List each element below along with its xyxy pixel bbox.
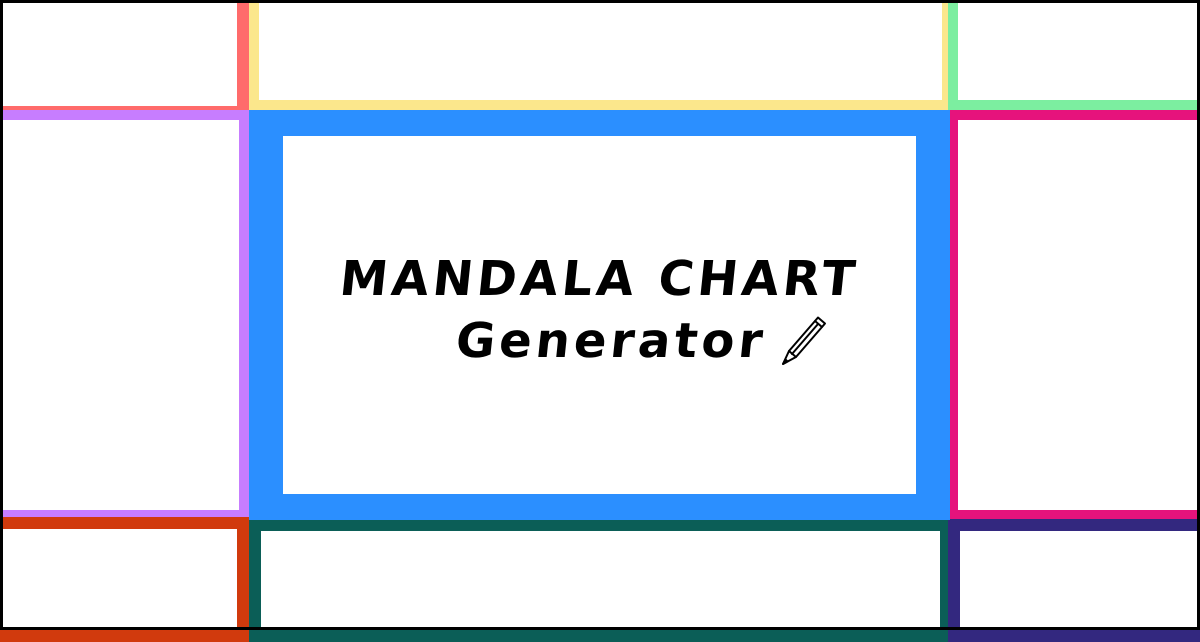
pencil-icon	[775, 313, 827, 369]
grid-cell-middle-right	[948, 110, 1200, 520]
title-main: MANDALA CHART	[337, 251, 862, 307]
grid-cell-top-middle	[249, 0, 952, 110]
title-subtitle-row: Generator	[453, 313, 827, 369]
grid-cell-bottom-left	[0, 517, 249, 642]
grid-cell-top-left	[0, 0, 249, 118]
grid-cell-top-right	[948, 0, 1200, 110]
grid-cell-center: MANDALA CHART Generator	[249, 110, 950, 520]
title-subtitle: Generator	[453, 313, 770, 369]
grid-cell-bottom-middle	[249, 519, 952, 642]
grid-cell-middle-left	[0, 110, 249, 520]
grid-cell-bottom-right	[948, 519, 1200, 642]
